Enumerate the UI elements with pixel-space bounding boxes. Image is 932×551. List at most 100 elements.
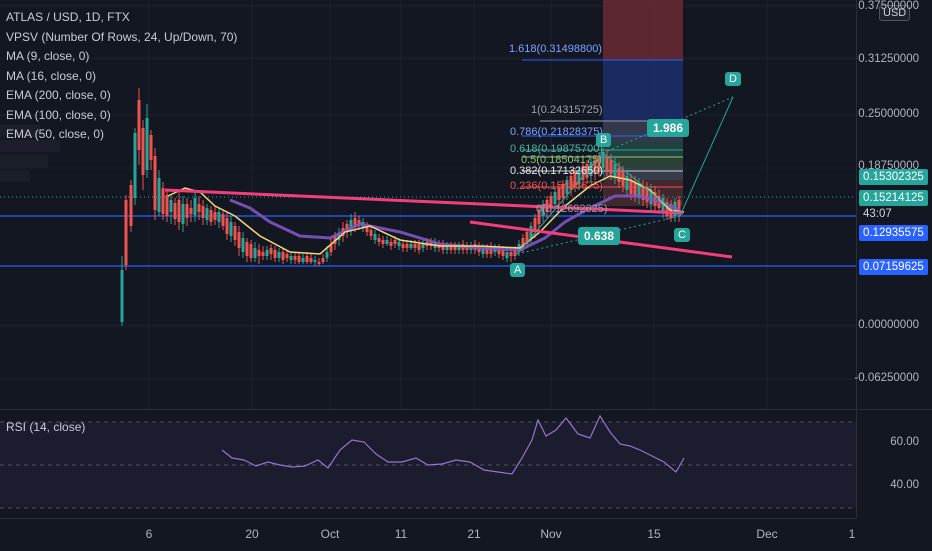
price-label: 0.00000000 <box>858 319 919 331</box>
candle-body <box>481 248 485 254</box>
candle-body <box>189 208 193 214</box>
candle-body <box>313 260 317 262</box>
candle-body <box>329 244 333 252</box>
indicator-ma16[interactable]: MA (16, close, 0) <box>6 68 97 83</box>
candle-body <box>393 240 397 244</box>
candle-body <box>417 244 421 250</box>
candle-body <box>225 218 229 234</box>
time-label: 6 <box>145 527 153 541</box>
extension-ratio-cd[interactable]: 1.986 <box>647 119 690 137</box>
candle-body <box>273 250 277 258</box>
indicator-ma9[interactable]: MA (9, close, 0) <box>6 49 90 63</box>
candle-body <box>349 220 353 230</box>
rsi-chart[interactable] <box>0 410 856 518</box>
candle-body <box>513 250 517 256</box>
candle-body <box>149 135 153 160</box>
candle-body <box>124 200 128 265</box>
candle-body <box>541 204 545 216</box>
price-chart[interactable] <box>0 0 856 409</box>
time-label: 21 <box>467 527 481 541</box>
candle-body <box>285 254 289 258</box>
candle-body <box>413 244 417 248</box>
fib-label-0618: 0.618(0.19875700) <box>510 143 603 155</box>
candle-body <box>633 182 637 196</box>
fib-label-05: 0.5(0.18504175) <box>521 154 602 166</box>
candle-body <box>129 185 133 226</box>
candle-body <box>209 210 213 222</box>
candle-body <box>281 252 285 260</box>
retracement-ratio-bc[interactable]: 0.638 <box>578 227 621 245</box>
candle-body <box>585 164 589 178</box>
candle-body <box>197 204 201 212</box>
rsi-legend[interactable]: RSI (14, close) <box>6 420 86 434</box>
fib-label-0: 0(0.12692625) <box>536 203 608 215</box>
candle-body <box>613 164 617 178</box>
time-label: 11 <box>394 527 408 541</box>
fib-label-0236: 0.236(0.15436675) <box>510 180 603 192</box>
indicator-vpsv[interactable]: VPSV (Number Of Rows, 24, Up/Down, 70) <box>6 29 238 44</box>
resistance-trendline <box>164 188 684 215</box>
time-label: 20 <box>245 527 259 541</box>
wave-label-a[interactable]: A <box>510 263 526 277</box>
volume-profile-bar <box>0 125 40 137</box>
indicator-ema200[interactable]: EMA (200, close, 0) <box>6 88 111 102</box>
candle-body <box>305 256 309 262</box>
candle-body <box>661 198 665 212</box>
candle-body <box>485 248 489 254</box>
pane-divider[interactable] <box>0 409 932 410</box>
candle-body <box>449 246 453 250</box>
candle-body <box>601 152 605 168</box>
candle-body <box>165 195 169 216</box>
candle-body <box>629 180 633 194</box>
candle-body <box>553 192 557 204</box>
symbol-title[interactable]: ATLAS / USD, 1D, FTX <box>6 10 130 24</box>
main-chart-pane[interactable]: ATLAS / USD, 1D, FTX VPSV (Number Of Row… <box>0 0 856 409</box>
candle-body <box>565 180 569 194</box>
candle-body <box>561 184 565 198</box>
indicator-ema50[interactable]: EMA (50, close, 0) <box>6 127 105 141</box>
candle-body <box>353 218 357 226</box>
candle-body <box>213 212 217 220</box>
candle-body <box>325 252 329 258</box>
time-label: 15 <box>647 527 661 541</box>
candle-body <box>445 246 449 250</box>
ema-line <box>229 194 681 252</box>
candle-body <box>120 270 124 322</box>
fib-label-0786: 0.786(0.21828375) <box>510 126 603 138</box>
wave-label-b[interactable]: B <box>596 133 612 147</box>
candle-body <box>365 226 369 232</box>
candle-body <box>581 166 585 180</box>
ma-line <box>167 175 685 255</box>
candle-body <box>605 156 609 170</box>
rsi-pane[interactable]: RSI (14, close) <box>0 410 856 518</box>
candle-body <box>201 206 205 218</box>
candle-body <box>221 214 225 226</box>
candle-body <box>597 156 601 170</box>
fib-zone <box>603 0 683 60</box>
wave-label-d[interactable]: D <box>725 72 741 86</box>
candle-body <box>509 252 513 256</box>
candle-body <box>529 226 533 238</box>
candle-body <box>421 244 425 248</box>
time-axis[interactable]: 6 20 Oct 11 21 Nov 15 Dec 1 <box>0 518 856 551</box>
currency-button[interactable]: USD <box>879 5 911 21</box>
candle-body <box>233 226 237 240</box>
candle-body <box>441 244 445 250</box>
rsi-label: 60.00 <box>890 436 919 448</box>
fib-zone <box>603 60 683 122</box>
bar-countdown: 43:07 <box>863 208 892 220</box>
fib-label-0382: 0.382(0.17132650) <box>510 165 603 177</box>
candle-body <box>289 256 293 260</box>
candle-body <box>401 244 405 248</box>
indicator-ema100[interactable]: EMA (100, close, 0) <box>6 107 111 122</box>
candle-body <box>641 186 645 200</box>
candle-body <box>589 162 593 176</box>
candle-body <box>261 252 265 256</box>
candle-body <box>253 248 257 258</box>
price-axis[interactable]: USD 0.37500000 0.31250000 0.25000000 0.1… <box>854 0 932 518</box>
candle-body <box>229 222 233 236</box>
wave-label-c[interactable]: C <box>674 228 690 242</box>
candle-body <box>385 240 389 244</box>
candle-body <box>525 232 529 244</box>
candle-body <box>397 242 401 246</box>
